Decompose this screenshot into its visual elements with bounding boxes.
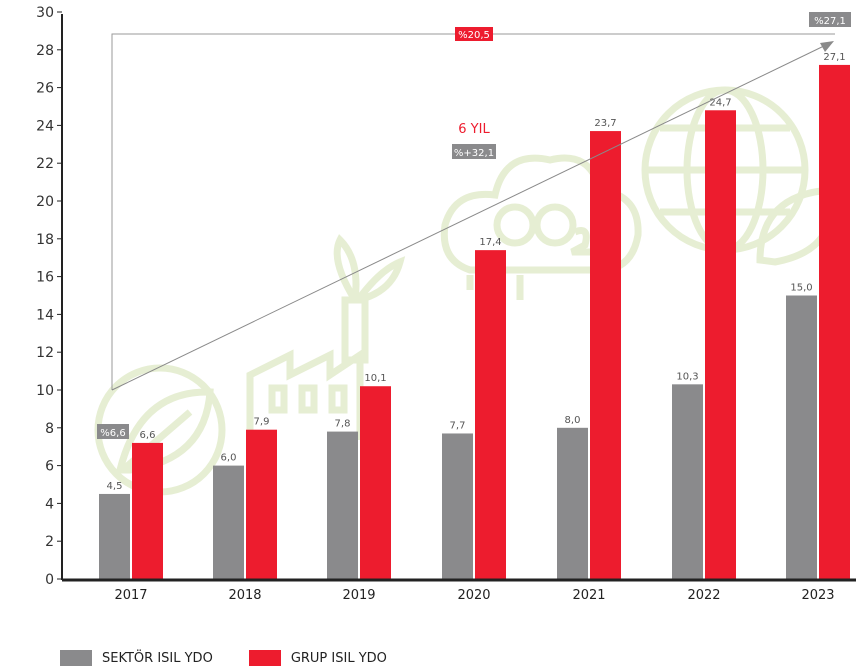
y-tick-label-20: 20 — [36, 194, 54, 210]
data-label-sektor-2017: 4,5 — [107, 481, 123, 492]
legend-swatch-red — [248, 650, 281, 666]
bars-layer: 4,5 6,6 6,0 7,9 7,8 10,1 7,7 17,4 8,0 23,7 10,3 24,… — [99, 52, 850, 580]
x-tick-label-2021: 2021 — [572, 588, 605, 603]
legend-label-sektor: SEKTÖR ISIL YDO — [102, 650, 213, 666]
y-tick-label-30: 30 — [36, 5, 54, 21]
x-tick-label-2020: 2020 — [457, 588, 490, 603]
data-label-sektor-2021: 8,0 — [565, 415, 581, 426]
y-tick-label-2: 2 — [45, 534, 54, 550]
trend-arrowhead — [820, 41, 834, 52]
trend-annotation — [111, 33, 835, 391]
bar-grup-2020 — [475, 250, 506, 579]
x-tick-label-2022: 2022 — [687, 588, 720, 603]
x-tick-label-2018: 2018 — [228, 588, 261, 603]
data-label-sektor-2022: 10,3 — [676, 371, 698, 382]
bar-sektor-2020 — [442, 433, 473, 579]
start-badge — [97, 424, 129, 439]
data-label-sektor-2020: 7,7 — [450, 420, 466, 431]
data-label-grup-2018: 7,9 — [254, 417, 270, 428]
trend-arrow-line — [111, 43, 829, 391]
bar-sektor-2022 — [672, 384, 703, 579]
y-tick-label-14: 14 — [36, 307, 54, 323]
start-badge-text: %6,6 — [100, 428, 125, 439]
growth-badge-text: %+32,1 — [454, 148, 494, 159]
mid-badge-text: %20,5 — [458, 30, 490, 41]
mid-badge — [455, 27, 493, 41]
y-tick-label-26: 26 — [36, 81, 54, 97]
data-label-sektor-2018: 6,0 — [221, 453, 237, 464]
bar-sektor-2017 — [99, 493, 130, 579]
growth-badge — [452, 144, 496, 159]
legend-item-grup: GRUP ISIL YDO — [248, 650, 387, 666]
end-badge-text: %27,1 — [814, 16, 846, 27]
x-tick-labels: 2017 2018 2019 2020 2021 2022 2023 — [114, 588, 834, 603]
data-label-grup-2019: 10,1 — [364, 373, 386, 384]
data-label-sektor-2019: 7,8 — [335, 419, 351, 430]
bar-sektor-2021 — [557, 427, 588, 579]
legend-swatch-gray — [60, 650, 92, 666]
y-tick-label-12: 12 — [36, 345, 54, 361]
factory-icon — [246, 234, 406, 440]
y-tick-label-4: 4 — [45, 496, 54, 512]
bar-grup-2019 — [360, 386, 391, 579]
y-tick-label-24: 24 — [36, 118, 54, 134]
data-label-grup-2023: 27,1 — [823, 52, 845, 63]
y-tick-label-18: 18 — [36, 232, 54, 248]
y-tick-label-6: 6 — [45, 459, 54, 475]
bar-sektor-2018 — [213, 465, 244, 579]
co2-cloud-icon — [440, 154, 642, 300]
y-tick-label-8: 8 — [45, 421, 54, 437]
y-tick-label-28: 28 — [36, 43, 54, 59]
x-tick-label-2017: 2017 — [114, 588, 147, 603]
period-label: 6 YIL — [458, 122, 490, 137]
y-tick-label-22: 22 — [36, 156, 54, 172]
legend: SEKTÖR ISIL YDO GRUP ISIL YDO — [60, 650, 387, 666]
legend-label-grup: GRUP ISIL YDO — [290, 650, 387, 666]
bar-sektor-2023 — [786, 295, 817, 579]
y-tick-label-10: 10 — [36, 383, 54, 399]
bracket-line — [111, 33, 835, 390]
data-label-grup-2017: 6,6 — [140, 430, 156, 441]
badges-layer: %20,5 %27,1 %6,6 6 YIL %+32,1 — [97, 12, 851, 439]
bar-grup-2017 — [132, 442, 163, 579]
x-tick-label-2023: 2023 — [801, 588, 834, 603]
axes-layer — [61, 14, 856, 582]
bar-grup-2018 — [246, 429, 277, 579]
globe-leaf-icon — [641, 86, 835, 266]
data-label-grup-2020: 17,4 — [479, 237, 501, 248]
bar-grup-2021 — [590, 131, 621, 579]
y-tick-label-0: 0 — [45, 572, 54, 588]
bar-sektor-2019 — [327, 431, 358, 579]
end-badge — [809, 12, 851, 27]
legend-item-sektor: SEKTÖR ISIL YDO — [60, 650, 213, 666]
data-label-grup-2022: 24,7 — [709, 97, 731, 108]
bar-grup-2023 — [819, 64, 850, 580]
data-label-grup-2021: 23,7 — [594, 118, 616, 129]
y-tick-label-16: 16 — [36, 270, 54, 286]
x-tick-label-2019: 2019 — [342, 588, 375, 603]
data-label-sektor-2023: 15,0 — [790, 283, 812, 294]
bar-grup-2022 — [705, 110, 736, 579]
